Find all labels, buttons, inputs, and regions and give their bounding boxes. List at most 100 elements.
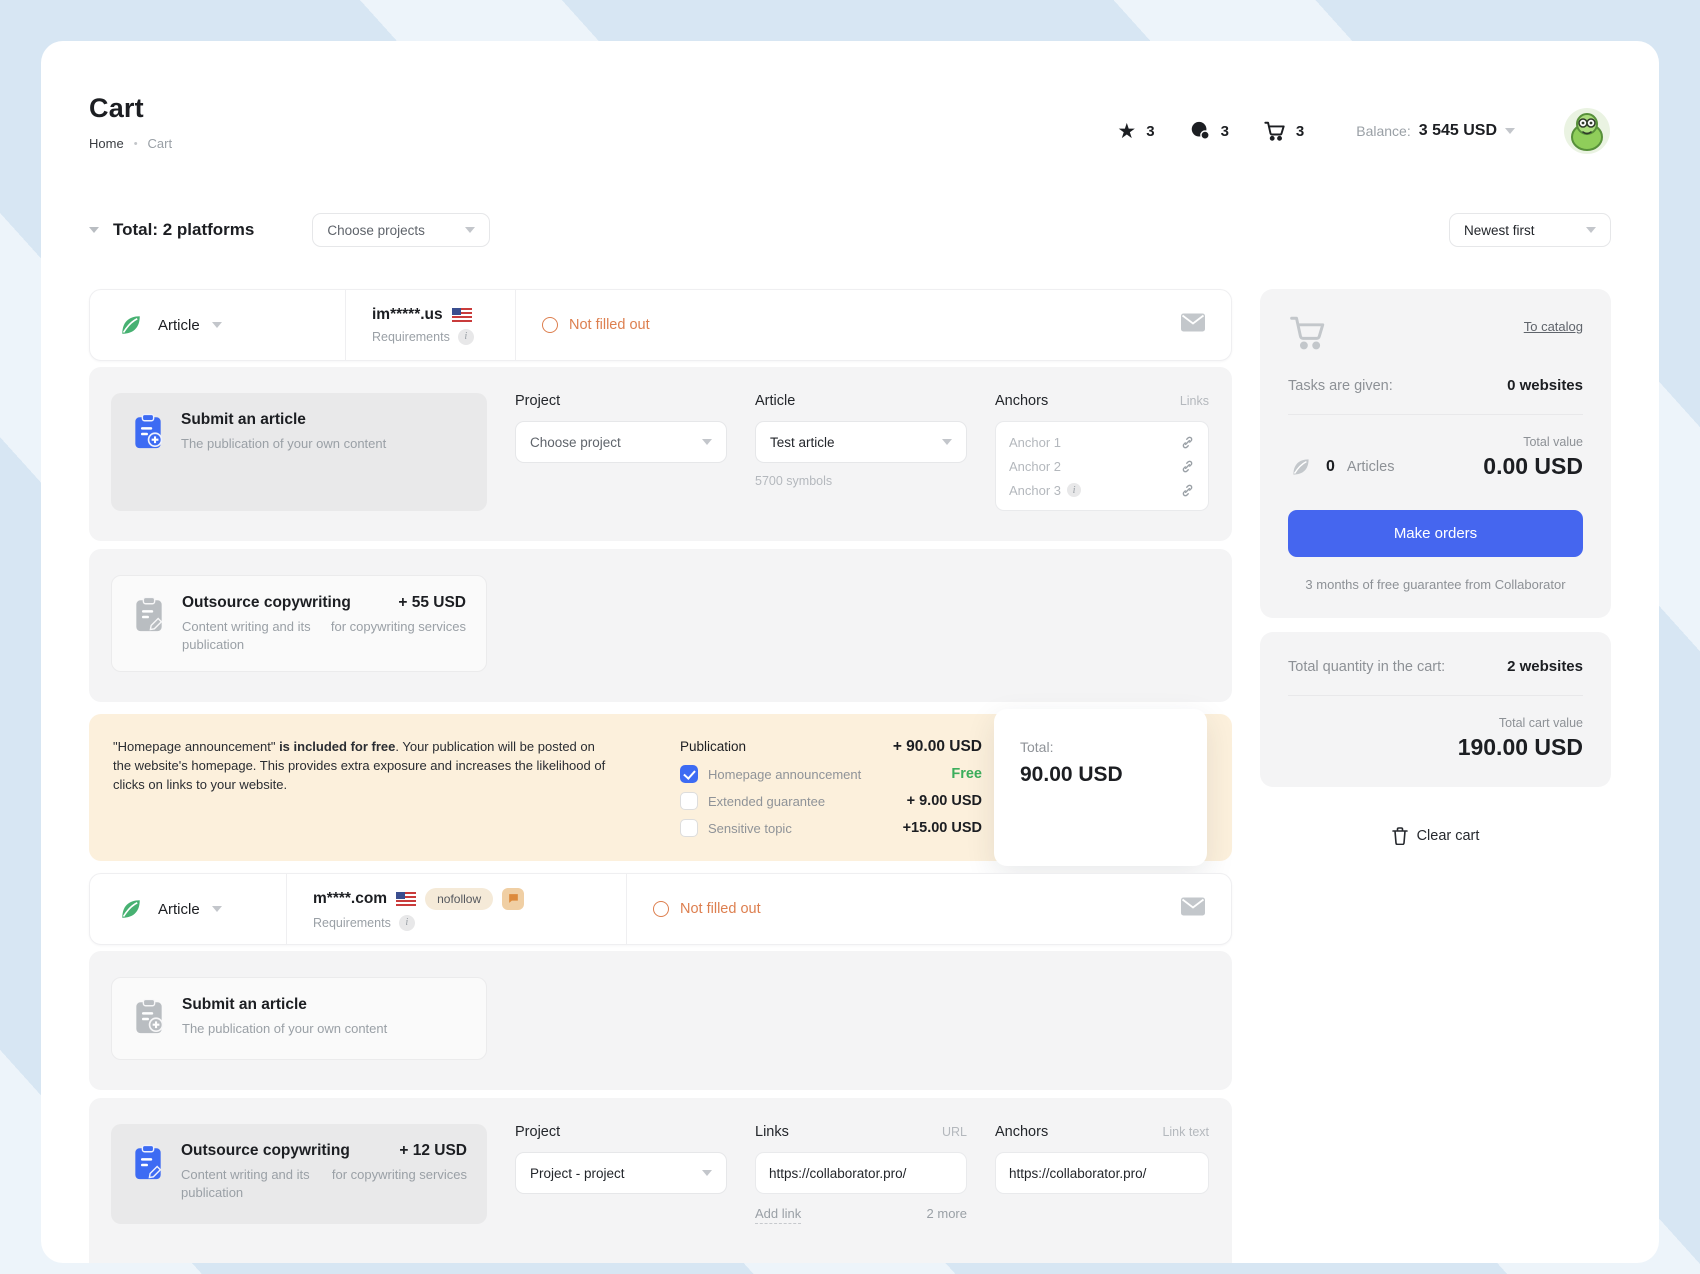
make-orders-button[interactable]: Make orders [1288,510,1583,557]
choose-projects-select[interactable]: Choose projects [312,213,491,247]
platform-1-pricing-banner: "Homepage announcement" is included for … [89,709,1232,867]
divider [1288,695,1583,696]
anchor-name[interactable]: Anchor 3 [1009,482,1062,498]
link-icon[interactable] [1180,435,1195,450]
info-icon[interactable]: i [398,914,415,931]
clear-cart-button[interactable]: Clear cart [1260,827,1611,845]
info-icon[interactable]: i [1067,483,1082,497]
submit-subtitle: The publication of your own content [182,1021,388,1037]
outsource-title: Outsource copywriting [181,1142,350,1160]
comment-badge-icon[interactable] [502,887,525,910]
breadcrumb: Home • Cart [89,136,172,151]
symbols-note: 5700 symbols [755,474,833,488]
outsource-copywriting-tile[interactable]: Outsource copywriting + 12 USD Content w… [111,1124,487,1225]
sensitive-topic-checkbox[interactable] [680,819,698,838]
banner-note-rest: . Your publication will be posted on the… [113,739,606,792]
content-type-label: Article [158,900,200,918]
anchors-label: Anchors [995,393,1049,409]
fill-status[interactable]: Not filled out [515,290,676,360]
articles-count: 0 [1326,458,1335,475]
extended-guarantee-checkbox[interactable] [680,792,698,811]
anchors-label: Anchors [995,1124,1049,1141]
breadcrumb-separator: • [133,137,138,150]
anchors-field: Anchors Links Anchor 1 Anchor 2 [995,393,1209,511]
chevron-down-icon [702,1170,712,1177]
anchor-row: Anchor 3 i [1009,478,1195,502]
favorites-button[interactable]: ★ 3 [1117,121,1154,142]
article-field: Article Test article 5700 symbols [755,393,967,511]
platform-2-outsource-section: Outsource copywriting + 12 USD Content w… [89,1098,1232,1263]
page-header: Cart Home • Cart ★ 3 3 3 [89,41,1611,155]
avatar[interactable] [1563,107,1611,155]
cart-quantity-value: 2 websites [1507,658,1583,675]
balance-label: Balance: [1356,123,1411,139]
nofollow-badge: nofollow [425,887,494,910]
favorites-count: 3 [1146,122,1155,140]
link-icon[interactable] [1180,483,1195,498]
outsource-copywriting-tile[interactable]: Outsource copywriting + 55 USD Content w… [111,575,487,673]
platform-domain[interactable]: m****.com [313,889,388,907]
links-field: Links URL Add link 2 more [755,1124,967,1225]
content-type-select[interactable]: Article [90,874,286,944]
articles-label: Articles [1346,459,1395,475]
cart-button[interactable]: 3 [1263,120,1304,142]
homepage-announcement-checkbox[interactable] [680,765,698,784]
platform-domain[interactable]: im*****.us [372,305,443,323]
option-row: Extended guarantee + 9.00 USD [680,792,982,811]
divider [1288,414,1583,415]
link-icon[interactable] [1180,459,1195,474]
add-link-button[interactable]: Add link [755,1206,802,1225]
balance-value: 3 545 USD [1418,122,1497,139]
outsource-subtitle: Content writing and its publication [182,619,311,652]
order-summary-panel: To catalog Tasks are given: 0 websites 0… [1260,289,1611,618]
anchor-name[interactable]: Anchor 1 [1009,434,1062,450]
more-links-label[interactable]: 2 more [926,1206,967,1222]
cart-items-column: Article im*****.us Requirements [89,289,1232,1263]
platform-2-header: Article m****.com nofollow [89,873,1232,946]
clipboard-edit-icon [132,594,166,653]
fill-status[interactable]: Not filled out [626,874,787,945]
option-label: Homepage announcement [708,766,862,782]
links-label: Links [1179,394,1209,408]
messages-button[interactable]: 3 [1189,120,1229,142]
link-text-label: Link text [1162,1125,1209,1140]
balance[interactable]: Balance: 3 545 USD [1356,122,1515,140]
anchor-name[interactable]: Anchor 2 [1009,458,1062,474]
tasks-given-value: 0 websites [1507,377,1583,394]
breadcrumb-home-link[interactable]: Home [89,136,124,151]
message-publisher-button[interactable] [1181,897,1205,921]
content-type-select[interactable]: Article [90,290,345,360]
submit-article-tile[interactable]: Submit an article The publication of you… [111,393,487,511]
submit-title: Submit an article [182,996,307,1014]
link-url-input[interactable] [755,1152,967,1195]
project-select[interactable]: Choose project [515,421,727,463]
sort-select[interactable]: Newest first [1449,213,1611,247]
project-value: Choose project [530,434,621,450]
requirements-link[interactable]: Requirements [372,329,450,344]
status-circle-icon [542,317,558,333]
us-flag-icon [451,307,472,322]
cart-icon [1263,120,1286,142]
platform-info: m****.com nofollow Requirements i [286,874,626,945]
project-select[interactable]: Project - project [515,1152,727,1195]
to-catalog-link[interactable]: To catalog [1523,319,1583,334]
platform-info: im*****.us Requirements i [345,290,515,360]
message-publisher-button[interactable] [1181,313,1205,337]
info-icon[interactable]: i [457,328,474,345]
project-field: Project Choose project [515,393,727,511]
anchor-text-input[interactable] [995,1152,1209,1195]
chevron-down-icon [465,227,476,233]
publication-price: + 90.00 USD [892,738,982,756]
requirements-link[interactable]: Requirements [313,915,391,930]
collapse-caret-icon[interactable] [89,227,99,233]
platform-1-outsource-section: Outsource copywriting + 55 USD Content w… [89,549,1232,703]
header-actions: ★ 3 3 3 Balance: 3 545 USD [1117,93,1611,155]
platforms-total-label: Total: 2 platforms [113,220,255,239]
chevron-down-icon [1505,128,1515,134]
article-select[interactable]: Test article [755,421,967,463]
status-circle-icon [653,901,669,918]
order-summary-column: To catalog Tasks are given: 0 websites 0… [1260,289,1611,1263]
chevron-down-icon [211,906,222,913]
anchors-list: Anchor 1 Anchor 2 Anchor 3 i [995,421,1209,511]
submit-article-tile[interactable]: Submit an article The publication of you… [111,977,487,1061]
